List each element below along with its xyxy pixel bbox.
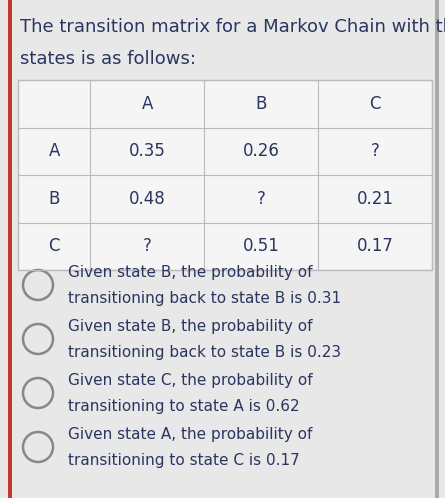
Text: Given state B, the probability of: Given state B, the probability of — [68, 264, 312, 279]
Text: C: C — [369, 95, 381, 113]
Text: Given state B, the probability of: Given state B, the probability of — [68, 319, 312, 334]
Bar — [8, 0, 12, 498]
Text: ?: ? — [143, 237, 152, 255]
Text: A: A — [49, 142, 60, 160]
Text: 0.17: 0.17 — [356, 237, 393, 255]
Text: 0.48: 0.48 — [129, 190, 166, 208]
Text: A: A — [142, 95, 153, 113]
Bar — [18, 80, 432, 270]
Text: Given state C, the probability of: Given state C, the probability of — [68, 373, 313, 387]
Text: ?: ? — [371, 142, 380, 160]
Text: Given state A, the probability of: Given state A, the probability of — [68, 426, 312, 442]
Text: ?: ? — [257, 190, 266, 208]
Text: 0.51: 0.51 — [243, 237, 279, 255]
Text: B: B — [255, 95, 267, 113]
Text: transitioning to state C is 0.17: transitioning to state C is 0.17 — [68, 453, 300, 468]
Text: transitioning back to state B is 0.31: transitioning back to state B is 0.31 — [68, 290, 341, 305]
Text: The transition matrix for a Markov Chain with three: The transition matrix for a Markov Chain… — [20, 18, 445, 36]
Text: transitioning to state A is 0.62: transitioning to state A is 0.62 — [68, 398, 299, 413]
Text: C: C — [49, 237, 60, 255]
Text: 0.35: 0.35 — [129, 142, 166, 160]
Bar — [435, 0, 439, 498]
Text: transitioning back to state B is 0.23: transitioning back to state B is 0.23 — [68, 345, 341, 360]
Text: 0.26: 0.26 — [243, 142, 279, 160]
Text: B: B — [49, 190, 60, 208]
Text: states is as follows:: states is as follows: — [20, 50, 196, 68]
Text: 0.21: 0.21 — [356, 190, 393, 208]
